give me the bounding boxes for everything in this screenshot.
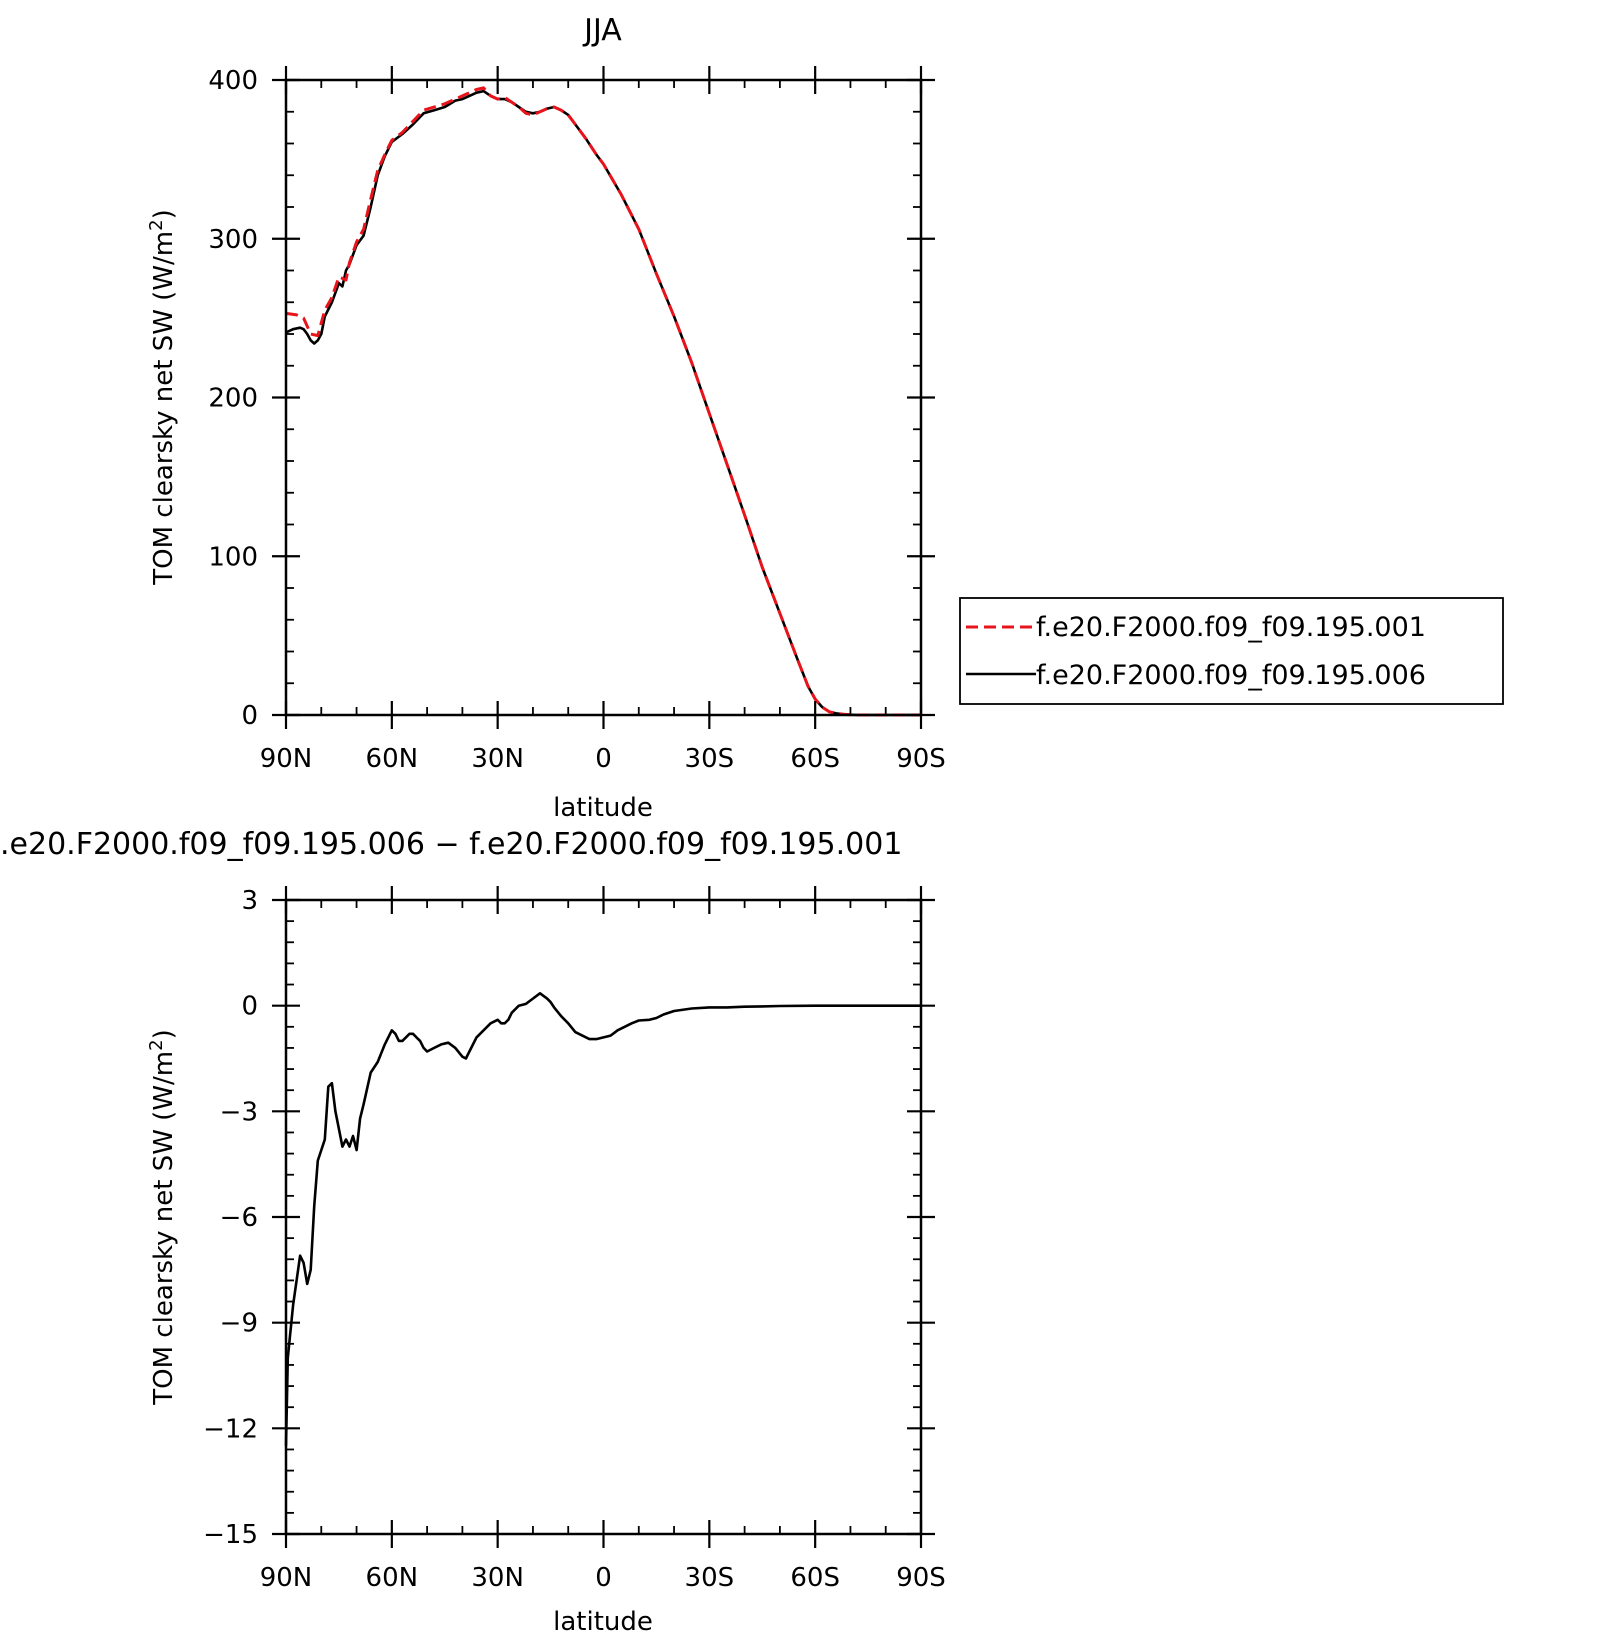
bottom-y-axis-label: TOM clearsky net SW (W/m2): [146, 1029, 179, 1405]
top-plot-frame: [284, 78, 923, 717]
x-tick-label: 30N: [471, 744, 524, 774]
series-line-2: [285, 89, 921, 717]
y-tick-label: 100: [208, 542, 258, 572]
x-tick-label: 90S: [896, 1563, 946, 1593]
y-tick-label: 400: [208, 66, 258, 96]
series-line-1: [285, 86, 921, 717]
bottom-plot-frame: [284, 898, 923, 1536]
legend: f.e20.F2000.f09_f09.195.001 f.e20.F2000.…: [959, 597, 1504, 705]
x-tick-label: 30S: [685, 744, 735, 774]
y-tick-label: 300: [208, 225, 258, 255]
top-chart-title: JJA: [582, 13, 622, 48]
legend-entry-series-1: f.e20.F2000.f09_f09.195.001: [1036, 612, 1426, 643]
y-tick-label: −9: [220, 1309, 258, 1339]
y-tick-label: −6: [220, 1203, 258, 1233]
x-tick-label: 60S: [790, 1563, 840, 1593]
x-tick-label: 0: [595, 1563, 612, 1593]
legend-entry-series-2: f.e20.F2000.f09_f09.195.006: [1036, 660, 1426, 691]
top-panel: JJA 90N 60N 30N 0 30S 60S 90S 0 100 200 300 400 lat…: [146, 13, 946, 823]
x-tick-label: 90N: [260, 1563, 313, 1593]
series-line-1: [284, 991, 921, 1446]
y-tick-label: 0: [241, 992, 258, 1022]
top-x-axis-label: latitude: [553, 793, 653, 823]
x-tick-label: 0: [595, 744, 612, 774]
x-tick-label: 30S: [685, 1563, 735, 1593]
x-tick-label: 60S: [790, 744, 840, 774]
x-tick-label: 60N: [366, 1563, 419, 1593]
x-tick-label: 90S: [896, 744, 946, 774]
x-tick-label: 90N: [260, 744, 313, 774]
bottom-chart-title: .e20.F2000.f09_f09.195.006 − f.e20.F2000…: [0, 827, 902, 862]
x-tick-label: 60N: [366, 744, 419, 774]
y-tick-label: −15: [203, 1520, 258, 1550]
y-tick-label: −3: [220, 1097, 258, 1127]
top-y-axis-label: TOM clearsky net SW (W/m2): [146, 209, 179, 585]
y-tick-label: −12: [203, 1414, 258, 1444]
bottom-x-axis-label: latitude: [553, 1607, 653, 1635]
y-tick-label: 200: [208, 384, 258, 414]
y-tick-label: 0: [241, 701, 258, 731]
legend-box: [959, 597, 1504, 705]
bottom-panel: .e20.F2000.f09_f09.195.006 − f.e20.F2000…: [0, 827, 946, 1635]
y-tick-label: 3: [241, 886, 258, 916]
x-tick-label: 30N: [471, 1563, 524, 1593]
